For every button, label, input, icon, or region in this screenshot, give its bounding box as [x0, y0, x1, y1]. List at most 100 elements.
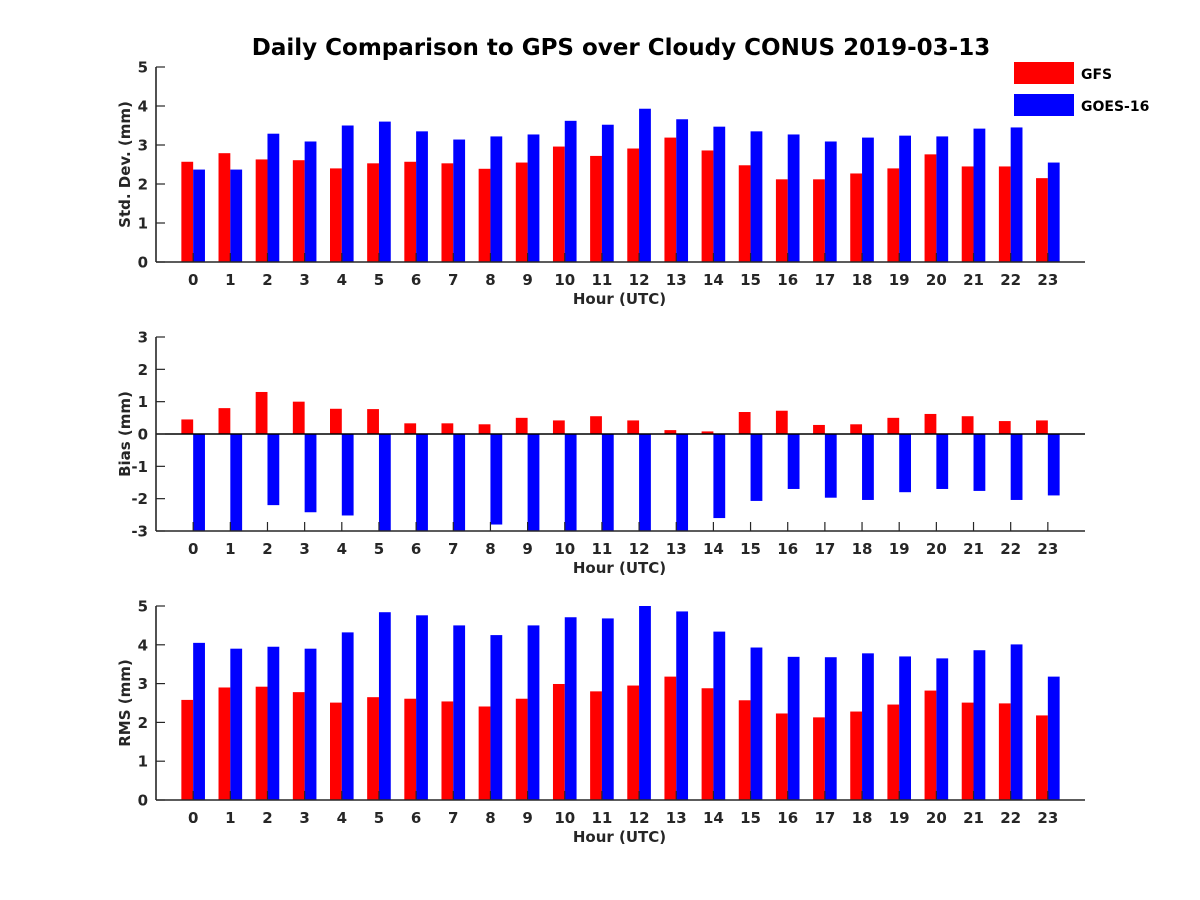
bias-bar-gfs-9: [515, 417, 528, 434]
std-dev-bar-goes16-11: [601, 124, 614, 262]
std-dev-bar-gfs-15: [738, 165, 751, 262]
std-dev-bar-gfs-12: [627, 148, 640, 262]
bias-x-tick-label-16: 16: [777, 540, 798, 558]
std-dev-bar-goes16-3: [304, 141, 317, 262]
bias-bar-gfs-11: [590, 416, 602, 434]
std-dev-bar-gfs-2: [255, 159, 268, 262]
std-dev-bar-goes16-7: [453, 139, 466, 262]
figure-title: Daily Comparison to GPS over Cloudy CONU…: [252, 35, 990, 61]
rms-bar-goes16-13: [676, 611, 689, 800]
rms-x-tick-label-13: 13: [666, 809, 687, 827]
std-dev-bar-gfs-6: [404, 161, 417, 262]
rms-bar-goes16-19: [899, 656, 911, 800]
bias-x-tick-label-1: 1: [225, 540, 235, 558]
std-dev-bar-gfs-13: [664, 137, 677, 262]
rms-x-tick-label-17: 17: [814, 809, 835, 827]
std-dev-bar-goes16-6: [416, 131, 428, 262]
bias-bar-gfs-12: [627, 420, 640, 434]
bias-x-tick-label-5: 5: [374, 540, 384, 558]
bias-x-tick-label-9: 9: [522, 540, 532, 558]
std-dev-bar-goes16-15: [750, 131, 763, 262]
bias-x-tick-label-20: 20: [926, 540, 947, 558]
bias-bar-goes16-19: [899, 434, 911, 493]
bias-x-tick-label-6: 6: [411, 540, 421, 558]
rms-bar-goes16-1: [230, 648, 243, 800]
rms-x-tick-label-21: 21: [963, 809, 984, 827]
rms-bar-gfs-5: [367, 697, 379, 800]
rms-x-tick-label-7: 7: [448, 809, 458, 827]
rms-x-tick-label-20: 20: [926, 809, 947, 827]
bias-bar-gfs-22: [998, 421, 1011, 434]
rms-bar-gfs-10: [552, 683, 565, 800]
rms-y-tick-label-0: 0: [138, 792, 148, 810]
rms-bar-gfs-3: [292, 692, 305, 800]
std-dev-bar-gfs-14: [701, 150, 714, 262]
legend-swatch-gfs: [1014, 62, 1074, 84]
std-dev-x-tick-label-12: 12: [629, 271, 650, 289]
std-dev-bar-goes16-0: [193, 169, 205, 262]
rms-bar-goes16-12: [639, 606, 651, 800]
rms-x-tick-label-22: 22: [1000, 809, 1021, 827]
std-dev-bar-goes16-10: [564, 120, 577, 262]
std-dev-bar-gfs-16: [775, 179, 788, 262]
std-dev-x-tick-label-14: 14: [703, 271, 724, 289]
std-dev-bar-gfs-18: [850, 173, 863, 262]
bias-y-tick-label-2: 2: [138, 361, 148, 379]
bias-bar-goes16-14: [713, 434, 726, 519]
rms-bar-gfs-1: [218, 687, 231, 800]
bias-bar-goes16-23: [1047, 434, 1060, 496]
bias-x-tick-label-8: 8: [485, 540, 495, 558]
rms-bar-gfs-9: [515, 698, 528, 800]
rms-bar-goes16-7: [453, 625, 466, 800]
std-dev-x-tick-label-11: 11: [591, 271, 612, 289]
std-dev-bar-gfs-11: [590, 155, 602, 262]
legend-label-gfs: GFS: [1081, 67, 1112, 83]
bias-bar-gfs-17: [813, 424, 825, 434]
std-dev-x-tick-label-17: 17: [814, 271, 835, 289]
bias-y-tick-label--1: -1: [131, 458, 148, 476]
rms-y-tick-label-4: 4: [138, 636, 148, 654]
std-dev-x-tick-label-20: 20: [926, 271, 947, 289]
rms-x-tick-label-10: 10: [554, 809, 575, 827]
std-dev-bar-gfs-9: [515, 162, 528, 262]
rms-bar-gfs-6: [404, 698, 417, 800]
rms-bar-goes16-14: [713, 631, 726, 800]
rms-bar-gfs-22: [998, 703, 1011, 800]
bias-x-tick-label-15: 15: [740, 540, 761, 558]
std-dev-x-tick-label-0: 0: [188, 271, 198, 289]
std-dev-bar-gfs-5: [367, 163, 379, 262]
rms-bar-gfs-2: [255, 686, 268, 800]
rms-bar-gfs-0: [181, 699, 194, 800]
rms-bar-goes16-8: [490, 635, 503, 800]
rms-bar-gfs-7: [441, 701, 454, 800]
std-dev-x-tick-label-22: 22: [1000, 271, 1021, 289]
bias-bar-gfs-5: [367, 409, 379, 434]
rms-y-axis-label: RMS (mm): [116, 659, 134, 746]
std-dev-bar-gfs-3: [292, 160, 305, 262]
rms-bar-gfs-23: [1036, 715, 1048, 800]
std-dev-y-tick-label-0: 0: [138, 254, 148, 272]
std-dev-bar-goes16-21: [973, 128, 986, 262]
rms-x-tick-label-5: 5: [374, 809, 384, 827]
std-dev-bar-goes16-8: [490, 136, 503, 262]
rms-x-tick-label-3: 3: [299, 809, 309, 827]
bias-y-tick-label-1: 1: [138, 393, 148, 411]
std-dev-x-tick-label-23: 23: [1037, 271, 1058, 289]
bias-x-tick-label-17: 17: [814, 540, 835, 558]
rms-y-tick-label-3: 3: [138, 675, 148, 693]
rms-bars: [181, 606, 1060, 800]
rms-bar-gfs-4: [330, 702, 342, 800]
rms-bar-gfs-19: [887, 704, 900, 800]
bias-x-tick-label-7: 7: [448, 540, 458, 558]
bias-x-tick-label-11: 11: [591, 540, 612, 558]
std-dev-x-tick-label-21: 21: [963, 271, 984, 289]
bias-x-tick-label-3: 3: [299, 540, 309, 558]
bias-x-tick-label-19: 19: [889, 540, 910, 558]
bias-bar-goes16-9: [527, 434, 540, 531]
bias-x-tick-label-18: 18: [852, 540, 873, 558]
rms-x-tick-label-6: 6: [411, 809, 421, 827]
rms-bar-goes16-0: [193, 642, 205, 800]
bias-bar-goes16-11: [601, 434, 614, 531]
rms-x-tick-label-12: 12: [629, 809, 650, 827]
